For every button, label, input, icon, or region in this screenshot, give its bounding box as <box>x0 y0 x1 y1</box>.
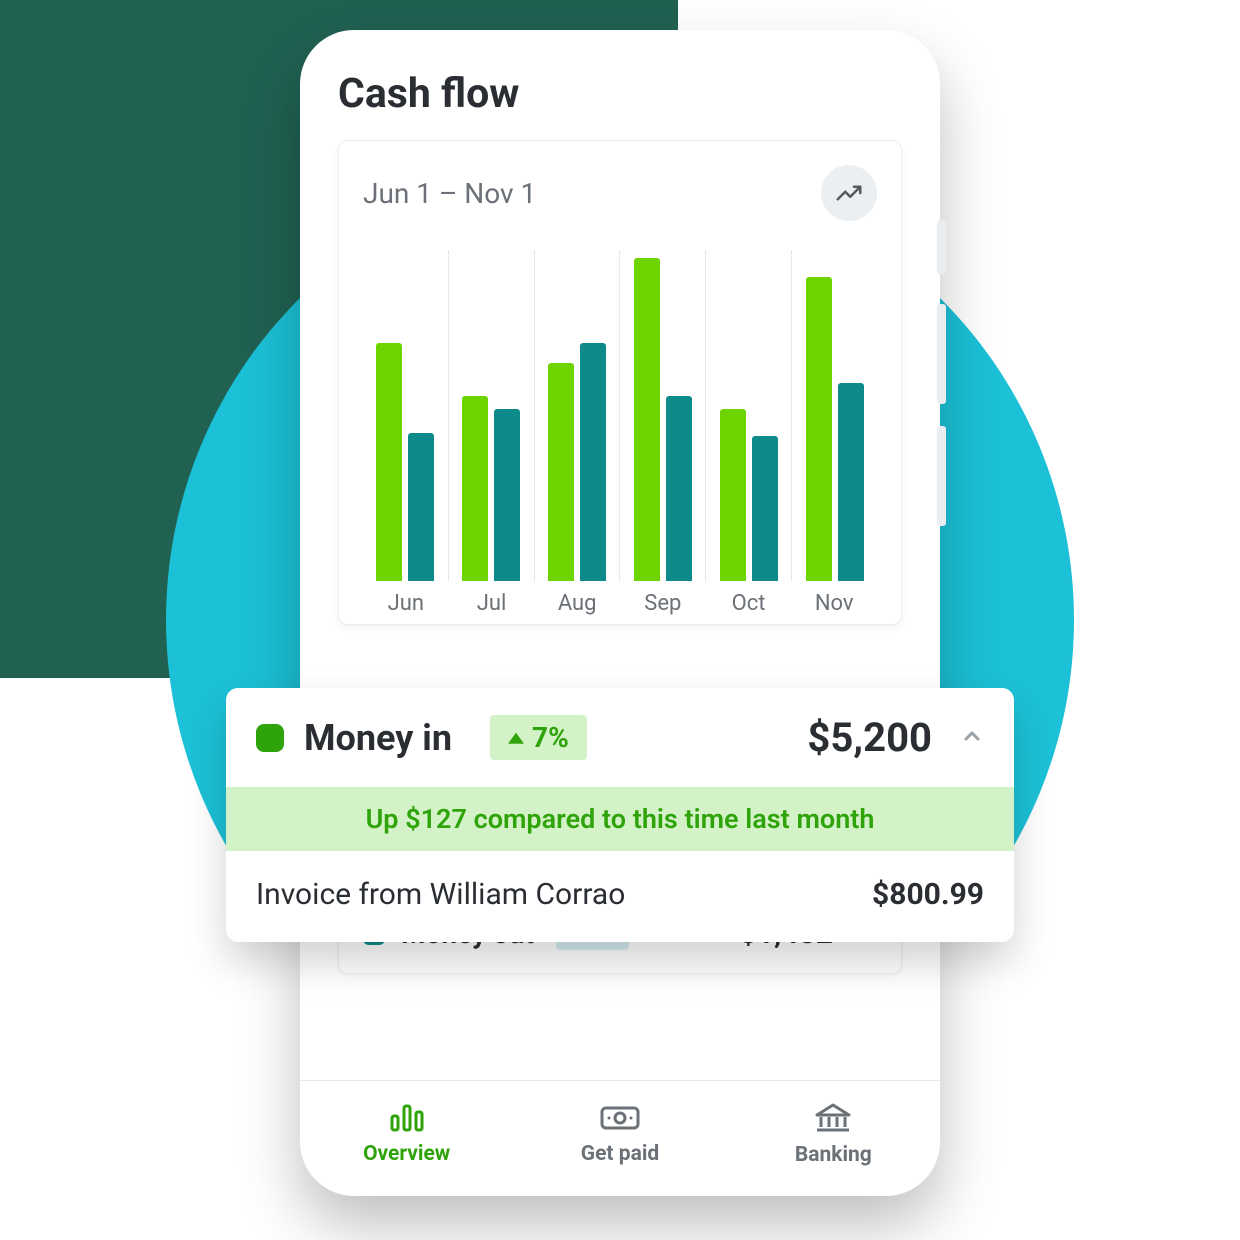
phone-side-button <box>937 426 946 526</box>
money-in-row[interactable]: Money in 7% $5,200 <box>226 688 1014 787</box>
phone-frame: Cash flow Jun 1 – Nov 1 JunJulAugSepOctN… <box>300 30 940 1196</box>
month-label: Jun <box>363 591 449 616</box>
chart-type-toggle-button[interactable] <box>821 165 877 221</box>
month-label: Nov <box>791 591 877 616</box>
chart-month <box>705 251 791 581</box>
page-title: Cash flow <box>338 70 902 118</box>
chart-month <box>448 251 534 581</box>
line-chart-icon <box>834 178 864 208</box>
chart-month <box>791 251 877 581</box>
cash-icon <box>600 1104 640 1138</box>
chart-month <box>363 251 448 581</box>
bar-money-in <box>634 258 660 581</box>
bar-money-out <box>838 383 864 581</box>
money-in-panel: Money in 7% $5,200 Up $127 compared to t… <box>226 688 1014 942</box>
bank-icon <box>815 1103 851 1139</box>
chart-month <box>534 251 620 581</box>
tab-label: Banking <box>795 1143 872 1167</box>
chart-month-labels: JunJulAugSepOctNov <box>363 591 877 616</box>
money-in-change-pct: 7% <box>532 721 569 754</box>
caret-up-icon <box>508 721 524 754</box>
line-item-label: Invoice from William Corrao <box>256 877 625 912</box>
month-label: Aug <box>534 591 620 616</box>
chart-date-range[interactable]: Jun 1 – Nov 1 <box>363 177 536 210</box>
month-label: Oct <box>706 591 792 616</box>
bar-money-out <box>752 436 778 581</box>
money-in-comparison-banner: Up $127 compared to this time last month <box>226 787 1014 851</box>
chevron-up-icon <box>960 724 984 752</box>
bottom-tab-bar: Overview Get paid Banking <box>300 1080 940 1196</box>
money-in-color-swatch <box>256 724 284 752</box>
phone-side-button <box>937 220 946 274</box>
money-in-label: Money in <box>304 717 452 759</box>
bar-money-in <box>376 343 402 581</box>
tab-label: Overview <box>363 1142 450 1166</box>
money-in-amount: $5,200 <box>807 714 932 761</box>
bar-money-in <box>462 396 488 581</box>
bar-money-in <box>548 363 574 581</box>
tab-label: Get paid <box>581 1142 659 1166</box>
month-label: Jul <box>449 591 535 616</box>
bar-money-out <box>580 343 606 581</box>
chart-month <box>619 251 705 581</box>
bar-money-out <box>666 396 692 581</box>
phone-side-button <box>937 304 946 404</box>
month-label: Sep <box>620 591 706 616</box>
bar-money-out <box>494 409 520 581</box>
bars-icon <box>390 1104 424 1138</box>
money-in-line-item[interactable]: Invoice from William Corrao $800.99 <box>226 851 1014 942</box>
cashflow-chart-card: Jun 1 – Nov 1 JunJulAugSepOctNov <box>338 140 902 625</box>
tab-get-paid[interactable]: Get paid <box>513 1081 726 1188</box>
tab-overview[interactable]: Overview <box>300 1081 513 1188</box>
tab-banking[interactable]: Banking <box>727 1081 940 1188</box>
line-item-amount: $800.99 <box>872 877 984 912</box>
money-in-change-pill: 7% <box>490 715 587 760</box>
chart-bars <box>363 251 877 581</box>
bar-money-in <box>806 277 832 581</box>
bar-money-in <box>720 409 746 581</box>
bar-money-out <box>408 433 434 582</box>
